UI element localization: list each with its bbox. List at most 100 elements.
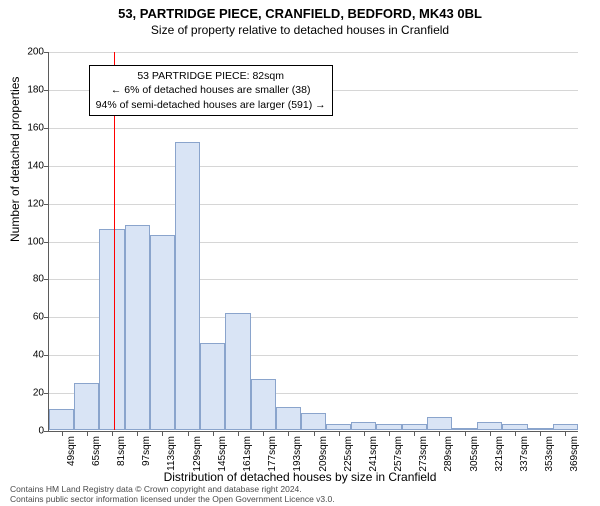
y-tick-label: 100 (14, 236, 44, 247)
y-tick-mark (44, 52, 49, 53)
gridline (49, 204, 578, 205)
y-tick-label: 160 (14, 122, 44, 133)
x-tick-mark (112, 431, 113, 436)
x-tick-label: 289sqm (443, 436, 454, 472)
page-title: 53, PARTRIDGE PIECE, CRANFIELD, BEDFORD,… (0, 6, 600, 21)
x-tick-mark (238, 431, 239, 436)
y-tick-label: 0 (14, 426, 44, 437)
x-tick-mark (389, 431, 390, 436)
histogram-bar (49, 409, 74, 430)
x-tick-mark (465, 431, 466, 436)
histogram-bar (200, 343, 225, 430)
x-tick-label: 353sqm (544, 436, 555, 472)
x-tick-mark (87, 431, 88, 436)
x-tick-label: 161sqm (242, 436, 253, 472)
y-tick-label: 20 (14, 388, 44, 399)
x-tick-label: 81sqm (116, 436, 127, 466)
histogram-bar (502, 424, 527, 430)
x-tick-mark (62, 431, 63, 436)
x-tick-label: 65sqm (91, 436, 102, 466)
x-tick-mark (414, 431, 415, 436)
gridline (49, 52, 578, 53)
histogram-bar (225, 313, 250, 430)
x-tick-label: 129sqm (192, 436, 203, 472)
y-tick-label: 60 (14, 312, 44, 323)
y-tick-mark (44, 355, 49, 356)
x-tick-mark (263, 431, 264, 436)
y-tick-mark (44, 279, 49, 280)
x-tick-label: 273sqm (418, 436, 429, 472)
y-tick-mark (44, 317, 49, 318)
x-tick-mark (515, 431, 516, 436)
x-tick-label: 97sqm (141, 436, 152, 466)
x-tick-mark (565, 431, 566, 436)
gridline (49, 128, 578, 129)
y-tick-mark (44, 166, 49, 167)
y-tick-mark (44, 393, 49, 394)
footer-line-2: Contains public sector information licen… (10, 494, 335, 504)
histogram-bar (150, 235, 175, 430)
y-tick-mark (44, 431, 49, 432)
histogram-bar (276, 407, 301, 430)
y-tick-mark (44, 204, 49, 205)
histogram-bar (125, 225, 150, 430)
histogram-bar (553, 424, 578, 430)
x-tick-mark (439, 431, 440, 436)
x-tick-label: 177sqm (267, 436, 278, 472)
x-axis-label: Distribution of detached houses by size … (0, 470, 600, 484)
x-tick-label: 209sqm (318, 436, 329, 472)
x-tick-label: 193sqm (292, 436, 303, 472)
histogram-bar (528, 428, 553, 430)
annotation-line: 53 PARTRIDGE PIECE: 82sqm (96, 69, 326, 83)
x-tick-label: 337sqm (519, 436, 530, 472)
y-tick-label: 200 (14, 47, 44, 58)
x-tick-mark (288, 431, 289, 436)
histogram-bar (99, 229, 124, 430)
annotation-line: 94% of semi-detached houses are larger (… (96, 98, 326, 112)
footer-attribution: Contains HM Land Registry data © Crown c… (10, 484, 335, 504)
y-tick-mark (44, 242, 49, 243)
x-tick-label: 257sqm (393, 436, 404, 472)
plot-area: 02040608010012014016018020049sqm65sqm81s… (48, 52, 578, 432)
histogram-bar (402, 424, 427, 430)
x-tick-mark (213, 431, 214, 436)
x-tick-mark (314, 431, 315, 436)
y-tick-label: 180 (14, 84, 44, 95)
footer-line-1: Contains HM Land Registry data © Crown c… (10, 484, 335, 494)
histogram-bar (175, 142, 200, 430)
x-tick-mark (137, 431, 138, 436)
x-tick-label: 49sqm (66, 436, 77, 466)
histogram-bar (351, 422, 376, 430)
x-tick-mark (339, 431, 340, 436)
x-tick-label: 241sqm (368, 436, 379, 472)
histogram-bar (477, 422, 502, 430)
histogram-bar (452, 428, 477, 430)
x-tick-mark (364, 431, 365, 436)
x-tick-label: 113sqm (166, 436, 177, 471)
gridline (49, 166, 578, 167)
y-tick-label: 40 (14, 350, 44, 361)
annotation-line: ← 6% of detached houses are smaller (38) (96, 83, 326, 97)
histogram-chart: 02040608010012014016018020049sqm65sqm81s… (48, 52, 578, 432)
x-tick-label: 369sqm (569, 436, 580, 472)
x-tick-mark (188, 431, 189, 436)
histogram-bar (301, 413, 326, 430)
x-tick-label: 225sqm (343, 436, 354, 472)
histogram-bar (326, 424, 351, 430)
histogram-bar (427, 417, 452, 430)
x-tick-label: 321sqm (494, 436, 505, 472)
x-tick-label: 305sqm (469, 436, 480, 472)
histogram-bar (251, 379, 276, 430)
annotation-box: 53 PARTRIDGE PIECE: 82sqm← 6% of detache… (89, 65, 333, 116)
y-tick-label: 120 (14, 198, 44, 209)
histogram-bar (376, 424, 401, 430)
x-tick-label: 145sqm (217, 436, 228, 472)
x-tick-mark (490, 431, 491, 436)
y-tick-mark (44, 90, 49, 91)
x-tick-mark (540, 431, 541, 436)
page-subtitle: Size of property relative to detached ho… (0, 23, 600, 37)
y-tick-mark (44, 128, 49, 129)
histogram-bar (74, 383, 99, 430)
y-tick-label: 80 (14, 274, 44, 285)
x-tick-mark (162, 431, 163, 436)
